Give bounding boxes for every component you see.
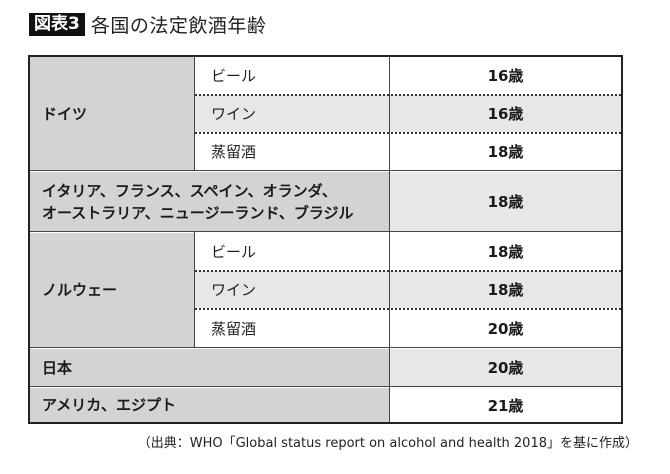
age-cell: 21歳 <box>390 388 621 422</box>
figure-number-badge: 図表3 <box>29 12 85 36</box>
source-note: （出典：WHO「Global status report on alcohol … <box>137 436 638 451</box>
drink-label: ビール <box>211 67 257 85</box>
age-value: 16歳 <box>487 67 524 85</box>
country-label: 日本 <box>42 358 73 377</box>
age-cell: 18歳 <box>390 271 621 308</box>
age-cell: 20歳 <box>390 309 621 347</box>
figure-title-text: 各国の法定飲酒年齢 <box>90 14 267 37</box>
age-value: 16歳 <box>487 105 524 123</box>
country-label: アメリカ、エジプト <box>42 396 176 414</box>
country-label: ドイツ <box>42 104 88 123</box>
row-divider <box>30 231 621 232</box>
drink-label: ワイン <box>211 105 257 123</box>
drink-cell: ビール <box>195 57 389 94</box>
age-cell: 16歳 <box>390 95 621 132</box>
country-label-line2: オーストラリア、ニュージーランド、ブラジル <box>42 203 354 222</box>
drink-cell: ビール <box>195 233 389 270</box>
age-value: 20歳 <box>487 359 524 377</box>
drink-cell: 蒸留酒 <box>195 309 389 347</box>
country-label-line1: イタリア、フランス、スペイン、オランダ、 <box>42 181 337 200</box>
drink-label: ビール <box>211 243 257 261</box>
age-cell: 16歳 <box>390 57 621 94</box>
age-value: 18歳 <box>487 281 524 299</box>
row-divider <box>30 386 621 387</box>
country-cell-japan: 日本 <box>30 349 389 386</box>
dotted-divider <box>195 308 621 310</box>
country-cell-norway: ノルウェー <box>30 233 194 347</box>
column-divider <box>194 57 195 170</box>
country-label: ノルウェー <box>42 281 118 299</box>
country-cell-multi: イタリア、フランス、スペイン、オランダ、 オーストラリア、ニュージーランド、ブラ… <box>30 172 389 231</box>
age-cell: 18歳 <box>390 233 621 270</box>
age-cell: 18歳 <box>390 133 621 170</box>
age-cell: 18歳 <box>390 172 621 231</box>
drink-label: ワイン <box>211 281 257 299</box>
age-cell: 20歳 <box>390 349 621 386</box>
dotted-divider <box>195 94 621 96</box>
drink-label: 蒸留酒 <box>211 143 257 161</box>
dotted-divider <box>195 270 621 272</box>
age-value: 18歳 <box>487 143 524 161</box>
row-divider <box>30 170 621 171</box>
drinking-age-table: ドイツ ビール ワイン 蒸留酒 16歳 16歳 18歳 イタリア、フランス、スペ… <box>28 55 623 424</box>
age-value: 18歳 <box>487 243 524 261</box>
drink-label: 蒸留酒 <box>211 319 257 338</box>
country-cell-usa-egypt: アメリカ、エジプト <box>30 388 389 422</box>
dotted-divider <box>195 132 621 134</box>
age-value: 18歳 <box>487 193 524 211</box>
column-divider <box>389 57 390 422</box>
drink-cell: 蒸留酒 <box>195 133 389 170</box>
country-cell-germany: ドイツ <box>30 57 194 170</box>
drink-cell: ワイン <box>195 95 389 132</box>
row-divider <box>30 347 621 348</box>
age-value: 21歳 <box>487 396 524 415</box>
drink-cell: ワイン <box>195 271 389 308</box>
age-value: 20歳 <box>487 319 524 338</box>
column-divider <box>194 232 195 347</box>
figure-title: 図表3 各国の法定飲酒年齢 <box>29 12 267 37</box>
